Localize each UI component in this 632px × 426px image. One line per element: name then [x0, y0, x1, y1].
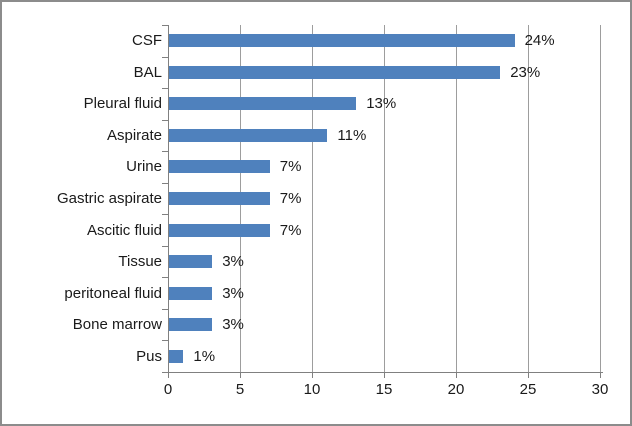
- category-axis-tick: [162, 277, 168, 279]
- data-label: 7%: [279, 189, 302, 207]
- data-label: 3%: [222, 284, 244, 302]
- bar: [169, 318, 213, 332]
- x-axis-tick: [168, 372, 169, 378]
- category-axis-tick: [162, 119, 168, 121]
- x-axis-tick: [312, 372, 313, 378]
- category-label: BAL: [133, 63, 162, 81]
- x-axis-tick: [240, 372, 241, 378]
- data-label: 13%: [366, 95, 397, 113]
- bar: [169, 34, 515, 48]
- gridline: [600, 25, 601, 372]
- data-label: 11%: [337, 126, 367, 144]
- bar-row: Aspirate 11%: [2, 120, 630, 152]
- bar: [169, 255, 213, 269]
- category-axis-tick: [162, 182, 168, 184]
- bar-row: Ascitic fluid 7%: [2, 214, 630, 246]
- category-axis-tick: [162, 214, 168, 216]
- bar: [169, 97, 357, 111]
- bar: [169, 286, 213, 300]
- bar-row: BAL 23%: [2, 57, 630, 89]
- gridline: [384, 25, 385, 372]
- bar-row: CSF 24%: [2, 25, 630, 57]
- category-axis-tick: [162, 151, 168, 153]
- x-axis-tick-label: 10: [303, 381, 321, 398]
- gridline: [456, 25, 457, 372]
- category-label: peritoneal fluid: [64, 284, 162, 302]
- category-label: Urine: [126, 158, 162, 176]
- category-axis-tick: [162, 88, 168, 90]
- bar-row: Gastric aspirate 7%: [2, 183, 630, 215]
- x-axis-tick-label: 15: [375, 381, 393, 398]
- category-label: CSF: [132, 32, 162, 50]
- category-label: Gastric aspirate: [56, 189, 162, 207]
- category-axis-tick: [162, 372, 168, 373]
- category-label: Aspirate: [106, 126, 162, 144]
- category-axis-tick: [162, 245, 168, 247]
- category-label: Pus: [136, 347, 162, 365]
- bar: [169, 160, 270, 174]
- data-label: 7%: [279, 221, 302, 239]
- data-label: 3%: [222, 316, 244, 334]
- category-label: Pleural fluid: [83, 95, 162, 113]
- bar: [169, 349, 184, 363]
- data-label: 23%: [510, 63, 541, 81]
- x-axis-tick: [528, 372, 529, 378]
- category-axis-tick: [162, 25, 168, 26]
- bar: [169, 128, 328, 142]
- gridline: [528, 25, 529, 372]
- x-axis-tick: [456, 372, 457, 378]
- bar: [169, 191, 270, 205]
- bar-row: Pleural fluid 13%: [2, 88, 630, 120]
- x-axis-tick-label: 0: [163, 381, 173, 398]
- gridline: [312, 25, 313, 372]
- x-axis-tick-label: 30: [591, 381, 609, 398]
- data-label: 7%: [279, 158, 302, 176]
- category-axis-line: [168, 25, 169, 372]
- x-axis-tick-label: 20: [447, 381, 465, 398]
- value-axis-line: [162, 372, 603, 373]
- bar-row: Urine 7%: [2, 151, 630, 183]
- data-label: 3%: [222, 253, 244, 271]
- x-axis-tick: [600, 372, 601, 378]
- category-axis-tick: [162, 56, 168, 58]
- category-label: Tissue: [118, 253, 162, 271]
- category-axis-tick: [162, 340, 168, 342]
- bar: [169, 65, 501, 79]
- x-axis-tick: [384, 372, 385, 378]
- category-axis-tick: [162, 308, 168, 310]
- category-label: Ascitic fluid: [86, 221, 162, 239]
- bar-row: Pus 1%: [2, 340, 630, 372]
- x-axis-tick-label: 5: [235, 381, 245, 398]
- data-label: 1%: [193, 347, 216, 365]
- bar-row: Bone marrow 3%: [2, 309, 630, 341]
- bar-row: peritoneal fluid 3%: [2, 277, 630, 309]
- bar-row: Tissue 3%: [2, 246, 630, 278]
- x-axis-tick-label: 25: [519, 381, 537, 398]
- category-label: Bone marrow: [72, 316, 162, 334]
- bar-rows: CSF 24% BAL 23% Pleural fluid 13% Aspirate 11% U…: [2, 25, 630, 372]
- bar: [169, 223, 270, 237]
- data-label: 24%: [524, 32, 555, 50]
